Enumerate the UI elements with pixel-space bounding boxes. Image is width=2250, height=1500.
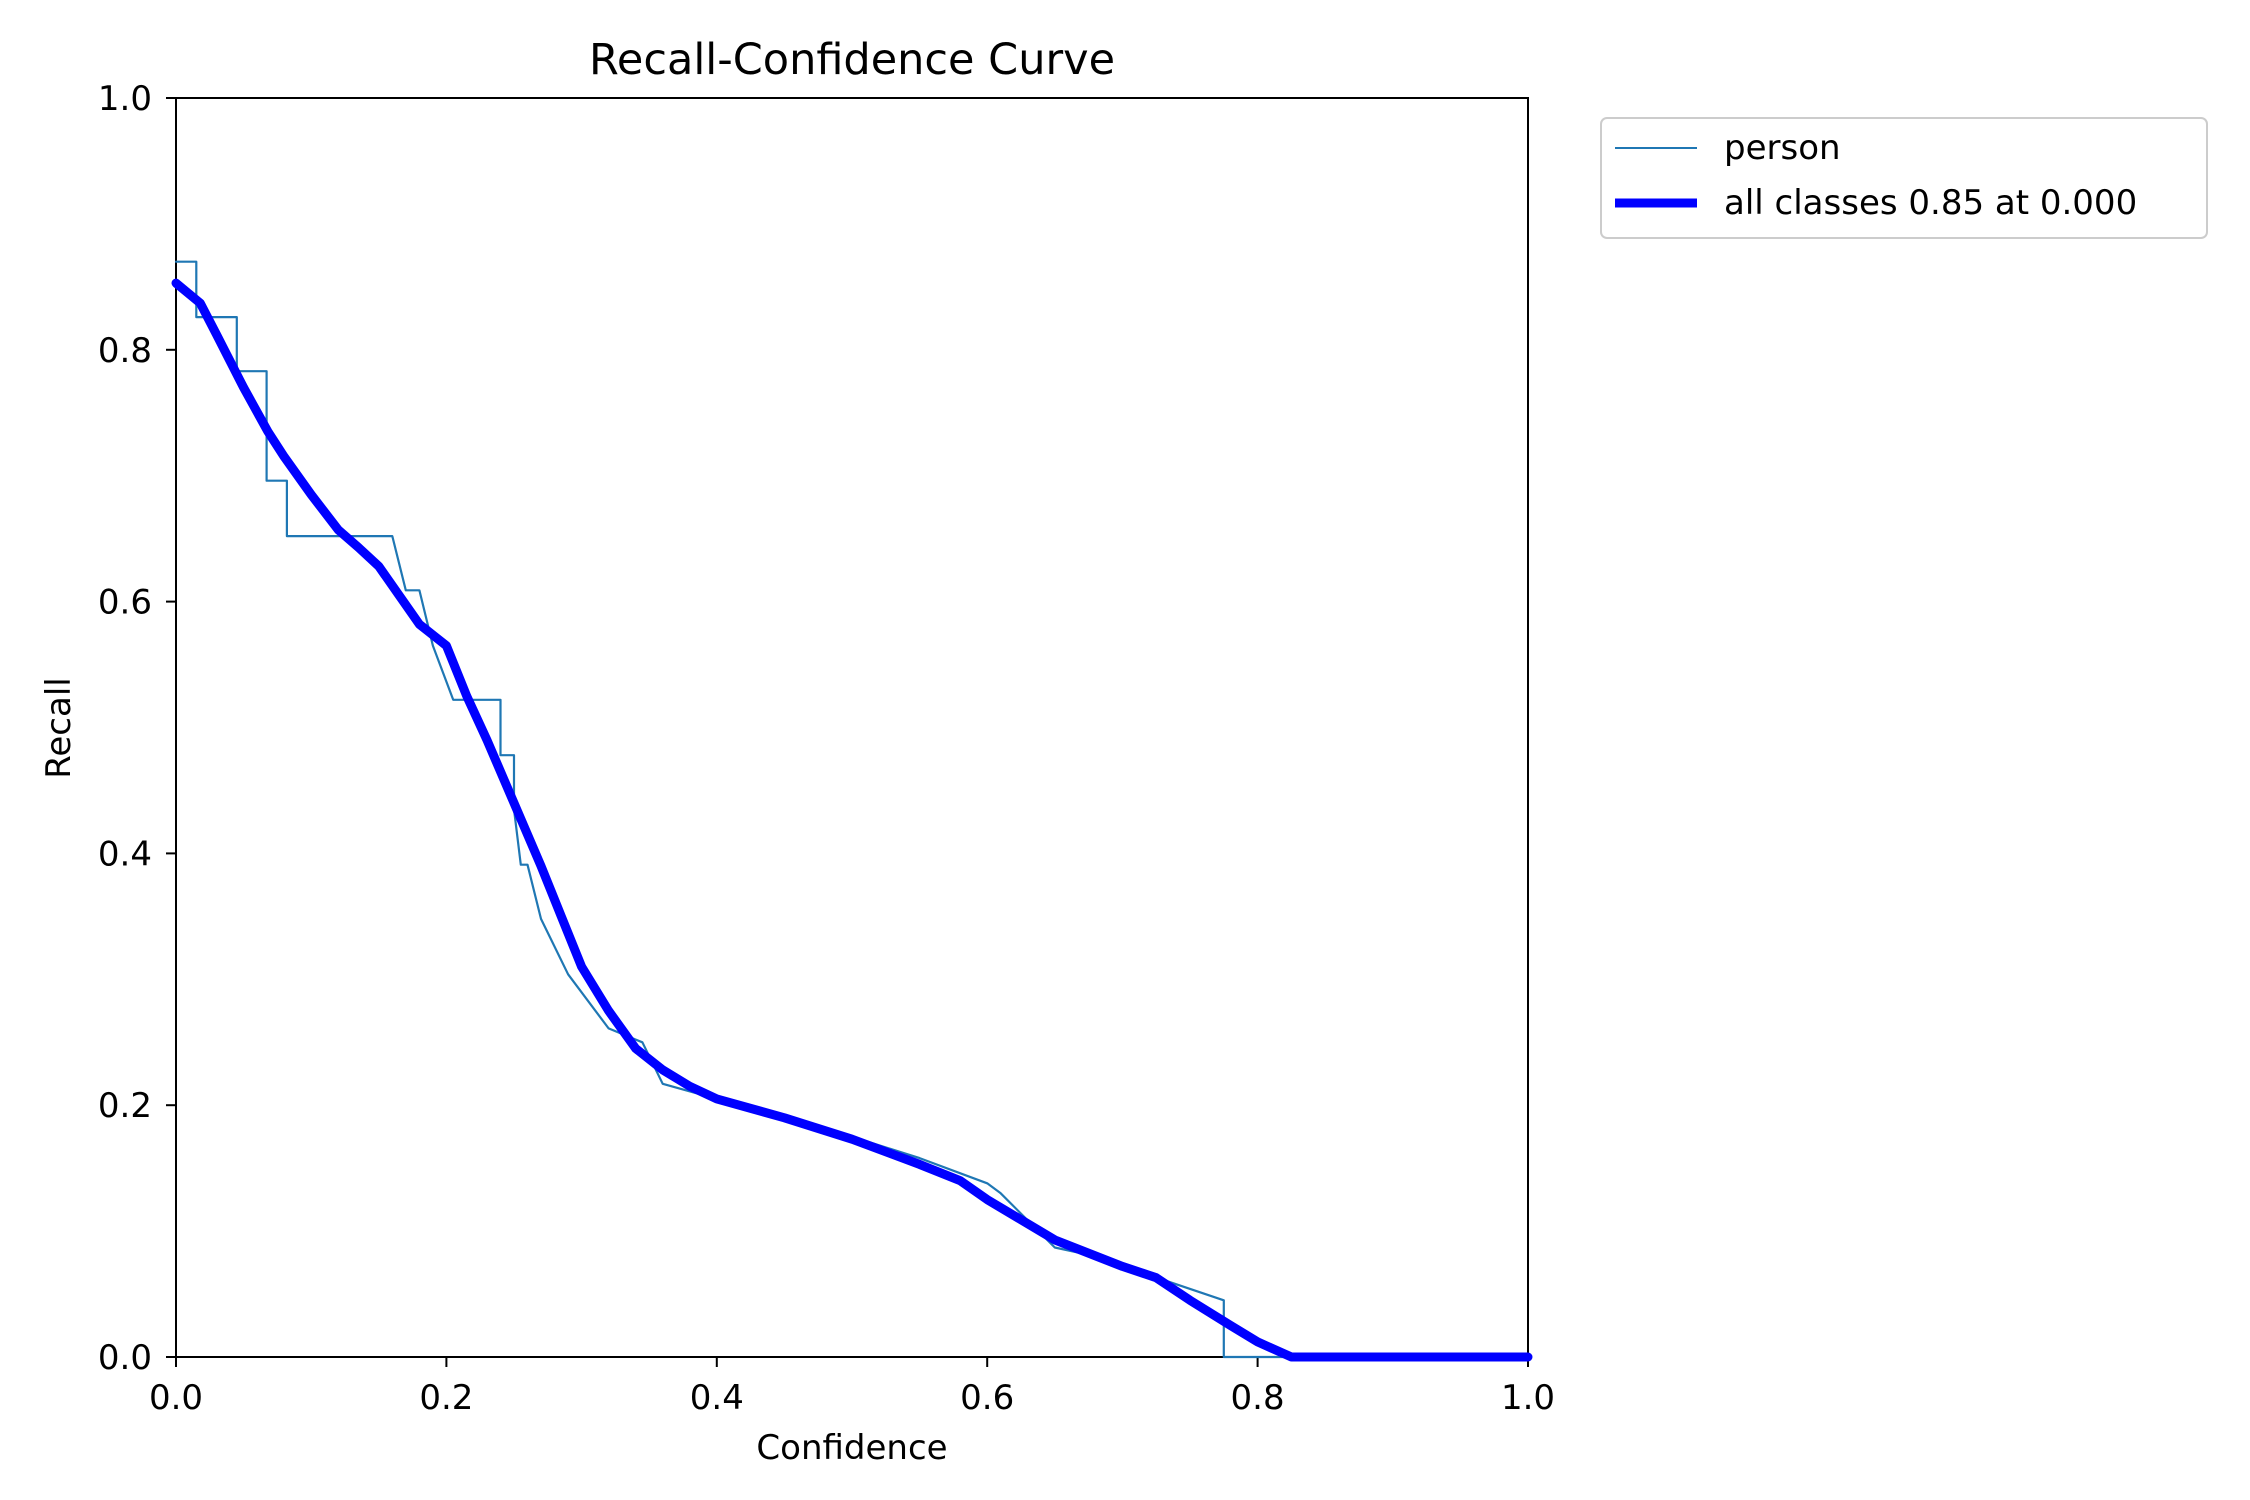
legend-label-all-classes: all classes 0.85 at 0.000 xyxy=(1724,183,2137,223)
chart-title: Recall-Confidence Curve xyxy=(589,35,1115,85)
legend-label-person: person xyxy=(1724,128,1841,168)
x-tick-label: 0.2 xyxy=(419,1378,473,1418)
series-lines xyxy=(171,260,1533,1362)
y-tick-label: 0.0 xyxy=(98,1338,152,1378)
legend: person all classes 0.85 at 0.000 xyxy=(1600,117,2208,239)
x-tick-label: 1.0 xyxy=(1501,1378,1555,1418)
series-line-all-classes xyxy=(171,278,1533,1362)
x-axis-ticks: 0.0 0.2 0.4 0.6 0.8 1.0 xyxy=(149,1357,1555,1418)
plot-area-frame xyxy=(175,97,1529,1358)
y-axis-label: Recall xyxy=(39,677,79,778)
legend-box xyxy=(1600,117,2208,239)
x-tick-label: 0.8 xyxy=(1231,1378,1285,1418)
y-axis-ticks: 0.0 0.2 0.4 0.6 0.8 1.0 xyxy=(98,79,176,1378)
y-tick-label: 0.8 xyxy=(98,331,152,371)
y-tick-label: 0.6 xyxy=(98,583,152,623)
x-tick-label: 0.6 xyxy=(960,1378,1014,1418)
x-axis-label: Confidence xyxy=(756,1428,947,1468)
y-tick-label: 0.2 xyxy=(98,1086,152,1126)
y-tick-label: 1.0 xyxy=(98,79,152,119)
y-tick-label: 0.4 xyxy=(98,834,152,874)
x-tick-label: 0.0 xyxy=(149,1378,203,1418)
x-tick-label: 0.4 xyxy=(690,1378,744,1418)
